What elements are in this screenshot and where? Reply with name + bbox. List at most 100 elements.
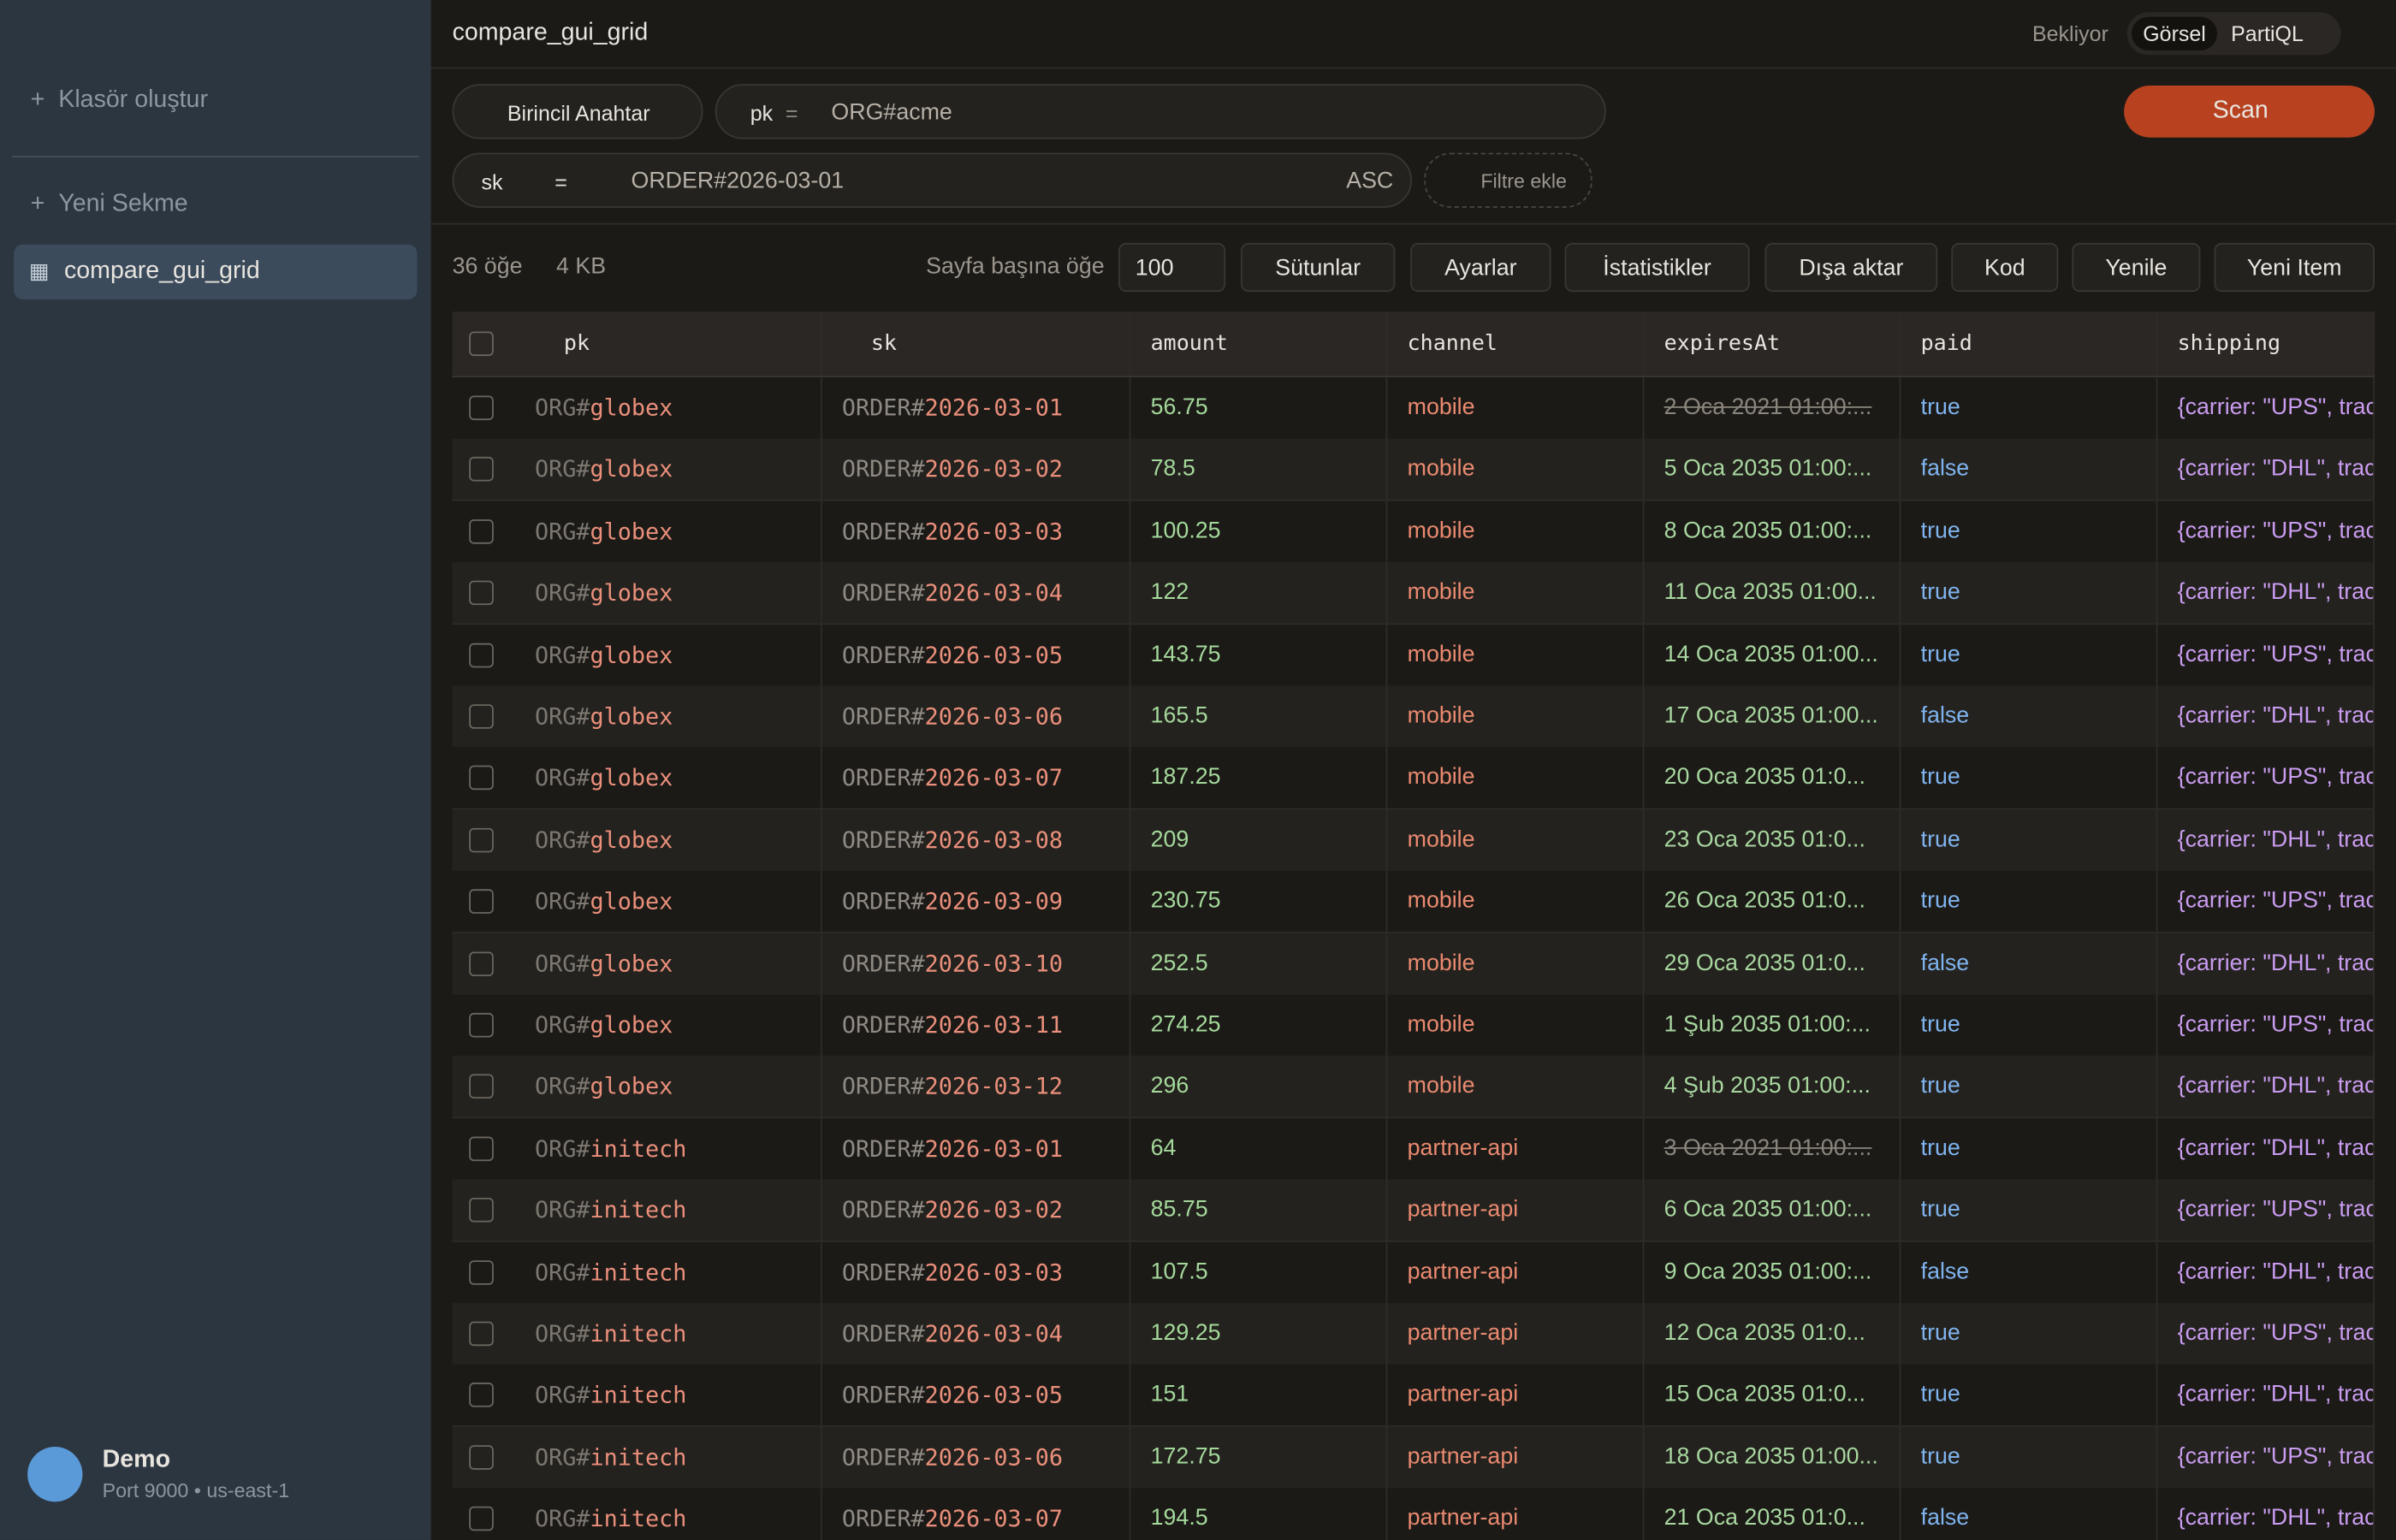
table-row[interactable]: ORG#globex ORDER#2026-03-03 100.25 mobile 8 … [452, 500, 2375, 564]
index-select[interactable]: Birincil Anahtar [452, 84, 703, 139]
cell-text: 2026-03-02 [924, 455, 1063, 483]
toolbar-button[interactable]: Yenile [2072, 242, 2201, 293]
toolbar-button[interactable]: Sütunlar [1240, 242, 1396, 293]
checkbox[interactable] [469, 951, 494, 976]
checkbox[interactable] [469, 1136, 494, 1161]
cell: {carrier: "UPS", trac [2157, 871, 2375, 933]
mode[interactable]: Görsel [2132, 16, 2218, 50]
checkbox[interactable] [469, 457, 494, 483]
checkbox[interactable] [469, 580, 494, 606]
cell: ORDER#2026-03-04 [822, 1303, 1131, 1365]
cell: ORG#initech [515, 1303, 822, 1365]
per-page[interactable]: 100 [1118, 242, 1226, 293]
cell-text: 6 Oca 2035 01:00:... [1664, 1196, 1872, 1223]
checkbox[interactable] [469, 766, 494, 791]
checkbox[interactable] [469, 1507, 494, 1531]
table-row[interactable]: ORG#globex ORDER#2026-03-01 56.75 mobile 2 O… [452, 377, 2375, 441]
new-tab[interactable]: + Yeni Sekme [30, 191, 188, 217]
cell: partner-api [1387, 1117, 1645, 1180]
table-row[interactable]: ORG#globex ORDER#2026-03-11 274.25 mobile 1 … [452, 994, 2375, 1057]
table-row[interactable]: ORG#initech ORDER#2026-03-03 107.5 partner-… [452, 1241, 2375, 1305]
table-row[interactable]: ORG#initech ORDER#2026-03-06 172.75 partner… [452, 1426, 2375, 1490]
cell-text: ORG# [534, 887, 590, 915]
divider [12, 156, 419, 157]
cell-text: partner-api [1407, 1505, 1519, 1531]
column-header[interactable]: channel [1387, 311, 1645, 376]
table-row[interactable]: ORG#globex ORDER#2026-03-09 230.75 mobile 26… [452, 871, 2375, 934]
checkbox[interactable] [469, 827, 494, 853]
table-row[interactable]: ORG#initech ORDER#2026-03-07 194.5 partner-… [452, 1488, 2375, 1540]
table-row[interactable]: ORG#globex ORDER#2026-03-02 78.5 mobile 5 Oc… [452, 439, 2375, 502]
table-row[interactable]: ORG#initech ORDER#2026-03-02 85.75 partner-… [452, 1179, 2375, 1243]
sort[interactable]: ASC [1346, 168, 1394, 194]
cell-text: 2026-03-09 [924, 887, 1063, 915]
create-folder[interactable]: + Klasör oluştur [30, 86, 208, 114]
cell: true [1901, 1303, 2158, 1365]
toolbar-button[interactable]: İstatistikler [1564, 242, 1750, 293]
cell-text: 17 Oca 2035 01:00... [1664, 702, 1878, 729]
toolbar-button[interactable]: Yeni Item [2214, 242, 2375, 293]
toolbar-button[interactable]: Kod [1951, 242, 2059, 293]
cell-text: true [1920, 1073, 1960, 1099]
column-header[interactable]: amount [1130, 311, 1388, 376]
checkbox[interactable] [469, 704, 494, 729]
cell-text: ORDER# [841, 949, 925, 978]
table-row[interactable]: ORG#globex ORDER#2026-03-05 143.75 mobile 14… [452, 624, 2375, 687]
checkbox[interactable] [469, 331, 494, 357]
tab[interactable]: ▦ compare_gui_grid [14, 244, 418, 299]
add-filter[interactable]: Filtre ekle [1424, 152, 1592, 208]
table-row[interactable]: ORG#globex ORDER#2026-03-06 165.5 mobile 17 … [452, 685, 2375, 749]
column-header[interactable]: expiresAt [1644, 311, 1901, 376]
table-row[interactable]: ORG#globex ORDER#2026-03-04 122 mobile 11 Oc… [452, 562, 2375, 625]
checkbox[interactable] [469, 1198, 494, 1223]
checkbox[interactable] [469, 1444, 494, 1470]
table-row[interactable]: ORG#initech ORDER#2026-03-01 64 partner-api… [452, 1117, 2375, 1181]
cell-text: initech [590, 1505, 687, 1533]
cell-text: ORG# [534, 1196, 590, 1224]
cell: ORG#initech [515, 1426, 822, 1488]
column-header[interactable]: shipping [2157, 311, 2375, 376]
checkbox[interactable] [469, 643, 494, 667]
table-row[interactable]: ORG#globex ORDER#2026-03-07 187.25 mobile 20… [452, 747, 2375, 811]
cell: true [1901, 1365, 2158, 1426]
column-header[interactable]: paid [1901, 311, 2158, 376]
cell: 20 Oca 2035 01:0... [1644, 747, 1901, 809]
table-row[interactable]: ORG#globex ORDER#2026-03-12 296 mobile 4 Şub… [452, 1056, 2375, 1119]
column-header[interactable]: pk [515, 311, 822, 376]
cell-text: {carrier: "UPS", trac [2177, 887, 2375, 915]
cell: ORDER#2026-03-09 [822, 871, 1131, 933]
table-row[interactable]: ORG#globex ORDER#2026-03-08 209 mobile 23 Oc… [452, 809, 2375, 873]
connection-icon [27, 1447, 83, 1502]
sk-input[interactable]: sk = ORDER#2026-03-01 ASC [452, 152, 1412, 208]
checkbox[interactable] [469, 1383, 494, 1408]
cell: partner-api [1387, 1179, 1645, 1241]
op: = [555, 169, 567, 194]
checkbox[interactable] [469, 1012, 494, 1038]
table-row[interactable]: ORG#initech ORDER#2026-03-05 151 partner-ap… [452, 1365, 2375, 1428]
checkbox[interactable] [469, 395, 494, 421]
cell-text: ORDER# [841, 1134, 925, 1163]
table-row[interactable]: ORG#globex ORDER#2026-03-10 252.5 mobile 29 … [452, 933, 2375, 996]
toolbar-button[interactable]: Ayarlar [1410, 242, 1551, 293]
table-row[interactable]: ORG#initech ORDER#2026-03-04 129.25 partner… [452, 1303, 2375, 1366]
cell: {carrier: "DHL", trac [2157, 439, 2375, 500]
cell-text: ORDER# [841, 887, 925, 915]
cell: {carrier: "UPS", trac [2157, 377, 2375, 439]
cell-text: 2026-03-07 [924, 1505, 1063, 1533]
cell: {carrier: "DHL", trac [2157, 1056, 2375, 1118]
scan-button[interactable]: Scan [2124, 85, 2375, 138]
pk-input[interactable]: pk = ORG#acme [715, 84, 1606, 139]
checkbox[interactable] [469, 1259, 494, 1285]
column-header[interactable]: sk [822, 311, 1131, 376]
checkbox[interactable] [469, 1075, 494, 1099]
cell-text: ORDER# [841, 1073, 925, 1101]
cell: ORDER#2026-03-10 [822, 933, 1131, 994]
cell: mobile [1387, 500, 1645, 562]
checkbox[interactable] [469, 518, 494, 544]
toolbar-button[interactable]: Dışa aktar [1764, 242, 1938, 293]
checkbox[interactable] [469, 1321, 494, 1347]
checkbox[interactable] [469, 889, 494, 915]
mode[interactable]: PartiQL [2231, 21, 2304, 46]
cell: ORG#initech [515, 1179, 822, 1241]
cell: true [1901, 994, 2158, 1056]
